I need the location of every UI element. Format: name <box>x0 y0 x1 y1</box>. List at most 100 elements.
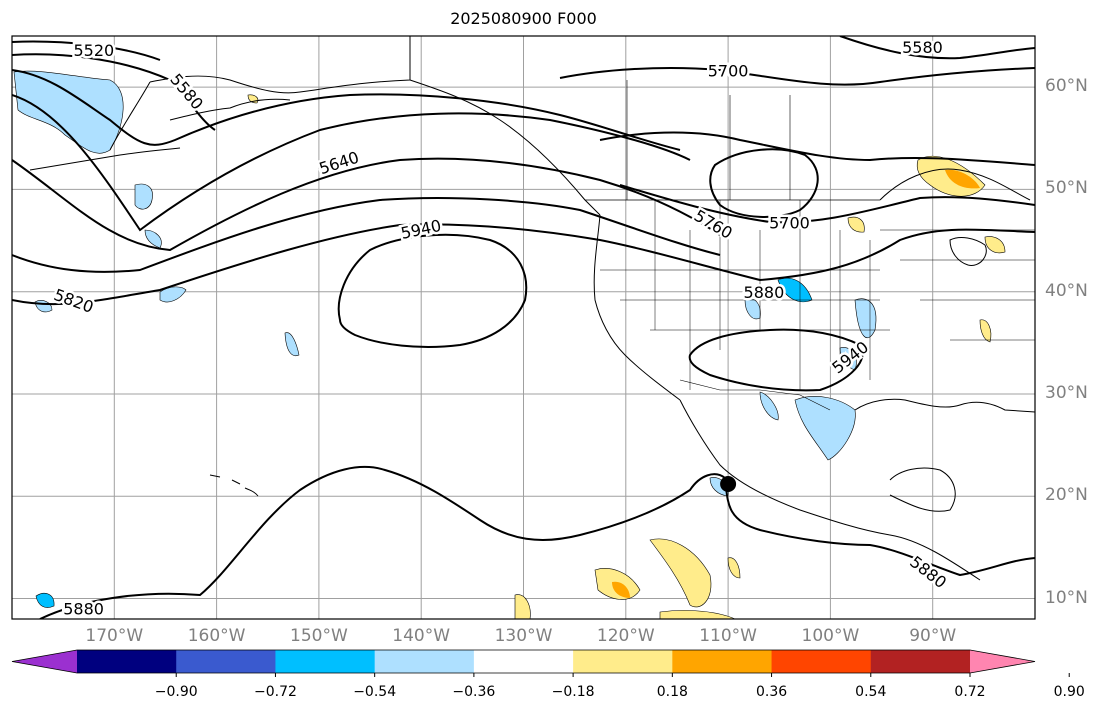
hawaii <box>209 474 259 497</box>
us-west-coast <box>593 214 681 401</box>
colorbar-segment <box>77 650 177 673</box>
negative-anomaly-patch <box>34 300 53 313</box>
colorbar-tick-label: −0.54 <box>353 684 397 700</box>
positive-anomaly-patch <box>847 216 865 233</box>
contour-5880-north <box>12 223 1035 306</box>
positive-anomaly-patch <box>659 610 736 619</box>
colorbar-tick-label: −0.90 <box>154 684 198 700</box>
contour-label: 5820 <box>51 285 96 317</box>
colorbar-segment <box>473 650 574 673</box>
longitude-label: 160°W <box>187 626 246 646</box>
longitude-label: 150°W <box>290 626 348 646</box>
colorbar-segment <box>374 650 475 673</box>
bc-coast <box>409 79 601 216</box>
anomaly-shading <box>13 70 1006 619</box>
negative-anomaly-patch-alaska <box>13 70 124 154</box>
storm-center-marker <box>720 475 737 492</box>
positive-anomaly-patch <box>514 594 531 619</box>
hudson-bay <box>879 168 1031 201</box>
colorbar <box>11 649 1070 677</box>
colorbar-extend-max <box>970 650 1035 673</box>
colorbar-tick-label: 0.72 <box>954 684 986 700</box>
colorbar-segment <box>573 650 673 673</box>
colorbar-segment <box>870 650 971 673</box>
negative-anomaly-patch <box>35 593 55 608</box>
yucatan <box>889 467 956 512</box>
negative-anomaly-patch <box>759 391 779 421</box>
contour-label: 5520 <box>73 41 114 60</box>
colorbar-tick-label: −0.72 <box>253 684 297 700</box>
latitude-label: 40°N <box>1045 280 1088 301</box>
great-lakes <box>949 237 987 266</box>
contour-5640 <box>12 69 681 151</box>
contour-5580-west <box>12 53 216 131</box>
provincial-borders <box>409 36 791 200</box>
latitude-label: 50°N <box>1045 178 1088 199</box>
contour-label: 5880 <box>906 552 950 592</box>
longitude-label: 100°W <box>801 626 860 646</box>
contour-label: 5700 <box>769 214 810 233</box>
longitude-label: 120°W <box>596 626 655 646</box>
positive-anomaly-core-pacific <box>612 581 630 598</box>
positive-anomaly-core-canada <box>945 169 980 189</box>
contour-5700-low <box>709 148 819 218</box>
colorbar-segment <box>771 650 872 673</box>
longitude-label: 90°W <box>909 626 957 646</box>
colorbar-outline <box>11 649 1036 674</box>
us-state-borders <box>600 200 1035 390</box>
alaska-coast <box>149 36 411 94</box>
positive-anomaly-patch <box>727 557 741 579</box>
negative-anomaly-patch-plains-2 <box>854 298 877 339</box>
contour-5700-outer <box>12 94 691 232</box>
graticule <box>12 36 1035 619</box>
latitude-label: 30°N <box>1045 382 1088 403</box>
latitude-label: 10°N <box>1045 587 1088 608</box>
alaska-peninsula <box>109 81 291 151</box>
contour-label: 5940 <box>399 216 443 243</box>
contour-5580-east <box>839 36 1035 60</box>
positive-anomaly-patch <box>984 236 1006 254</box>
negative-anomaly-patch <box>134 183 153 210</box>
contour-5820 <box>12 197 721 273</box>
contour-5820-east <box>619 184 1035 224</box>
height-contours <box>12 36 1035 619</box>
colorbar-segment <box>672 650 773 673</box>
longitude-label: 140°W <box>392 626 451 646</box>
contour-5760 <box>12 157 721 252</box>
colorbar-tick-label: 0.36 <box>755 684 788 700</box>
negative-anomaly-patch <box>284 332 300 356</box>
colorbar-tick-label: 0.18 <box>656 684 688 700</box>
contour-5940-east <box>688 328 864 392</box>
colorbar-tick-label: 0.54 <box>855 684 887 700</box>
map-frame <box>11 35 1036 620</box>
contour-5760-east <box>599 131 1035 166</box>
contour-label: 5880 <box>63 599 104 618</box>
contour-5520 <box>12 40 161 61</box>
latitude-label: 60°N <box>1045 76 1088 97</box>
map-title: 2025080900 F000 <box>450 9 597 28</box>
longitude-label: 110°W <box>699 626 757 646</box>
contour-label: 5700 <box>708 61 749 80</box>
contour-label: 5580 <box>902 38 943 57</box>
colorbar-segment <box>176 650 276 673</box>
gulf-coast <box>854 398 1035 413</box>
colorbar-extend-min <box>12 650 77 673</box>
us-mexico-border <box>679 379 831 411</box>
baja-mexico-coast <box>679 399 981 581</box>
contour-label: 5880 <box>744 283 785 302</box>
latitude-label: 20°N <box>1045 485 1088 506</box>
aleutians <box>29 147 181 171</box>
positive-anomaly-patch-pacific-2 <box>649 538 712 608</box>
contour-label: 5940 <box>828 337 872 377</box>
colorbar-segment <box>275 650 376 673</box>
positive-anomaly-patch <box>979 319 992 343</box>
colorbar-tick-label: −0.36 <box>452 684 496 700</box>
colorbar-tick-label: 0.90 <box>1053 684 1085 700</box>
contour-5940-high <box>337 233 528 348</box>
longitude-label: 130°W <box>494 626 553 646</box>
colorbar-tick-label: −0.18 <box>551 684 595 700</box>
contour-5700-east <box>559 67 1035 86</box>
contour-5880-south <box>39 466 1035 619</box>
longitude-label: 170°W <box>85 626 144 646</box>
